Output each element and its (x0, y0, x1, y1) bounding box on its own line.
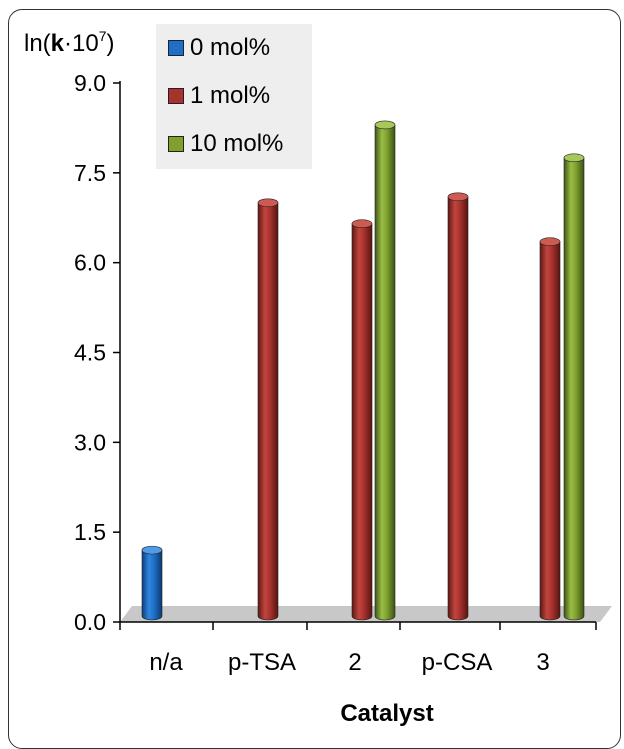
x-tick-label: p-TSA (228, 649, 296, 676)
bar-top (141, 545, 163, 555)
legend-swatch-1-mol (168, 88, 184, 104)
bar-top (351, 219, 373, 229)
x-tick-label: n/a (149, 649, 183, 676)
bar (351, 219, 373, 621)
y-tick-label: 9.0 (74, 70, 106, 96)
legend: 0 mol% 1 mol% 10 mol% (156, 24, 312, 169)
x-tick-label: p-CSA (422, 649, 493, 676)
bar (563, 153, 585, 621)
y-tick-label: 1.5 (74, 519, 106, 545)
y-tick-label: 7.5 (74, 160, 106, 186)
x-axis-title: Catalyst (340, 700, 434, 727)
bar-top (257, 198, 279, 208)
bar-top (563, 153, 585, 163)
bar-top (447, 192, 469, 202)
bar-body (447, 196, 469, 621)
bar (141, 545, 163, 621)
legend-item-10-mol: 10 mol% (168, 130, 283, 158)
bar (539, 237, 561, 621)
bar-body (141, 549, 163, 621)
bar-top (539, 237, 561, 246)
bar (374, 120, 396, 621)
legend-item-1-mol: 1 mol% (168, 82, 270, 110)
bar-top (374, 120, 396, 130)
chart-frame (8, 9, 621, 749)
y-axis-title: ln(k·107) (24, 28, 115, 57)
legend-item-0-mol: 0 mol% (168, 34, 270, 62)
bar-body (374, 124, 396, 621)
bar-chart: 0.0 1.5 3.0 4.5 6.0 7.5 9.0 n/a p-TSA 2 p-CSA 3 (74, 70, 612, 676)
bar-body (563, 157, 585, 621)
legend-label-1-mol: 1 mol% (190, 82, 271, 109)
bar-body (351, 223, 373, 621)
y-tick-label: 0.0 (74, 609, 106, 635)
bar (257, 198, 279, 621)
x-tick-label: 3 (536, 649, 549, 676)
legend-label-0-mol: 0 mol% (190, 34, 271, 61)
y-tick-label: 4.5 (74, 340, 106, 366)
legend-label-10-mol: 10 mol% (190, 130, 284, 157)
bar-body (257, 202, 279, 621)
legend-swatch-10-mol (168, 136, 184, 152)
x-tick-label: 2 (348, 649, 361, 676)
bar-body (539, 241, 561, 621)
legend-swatch-0-mol (168, 40, 184, 56)
bar (447, 192, 469, 621)
y-tick-label: 3.0 (74, 429, 106, 455)
y-tick-label: 6.0 (74, 250, 106, 276)
